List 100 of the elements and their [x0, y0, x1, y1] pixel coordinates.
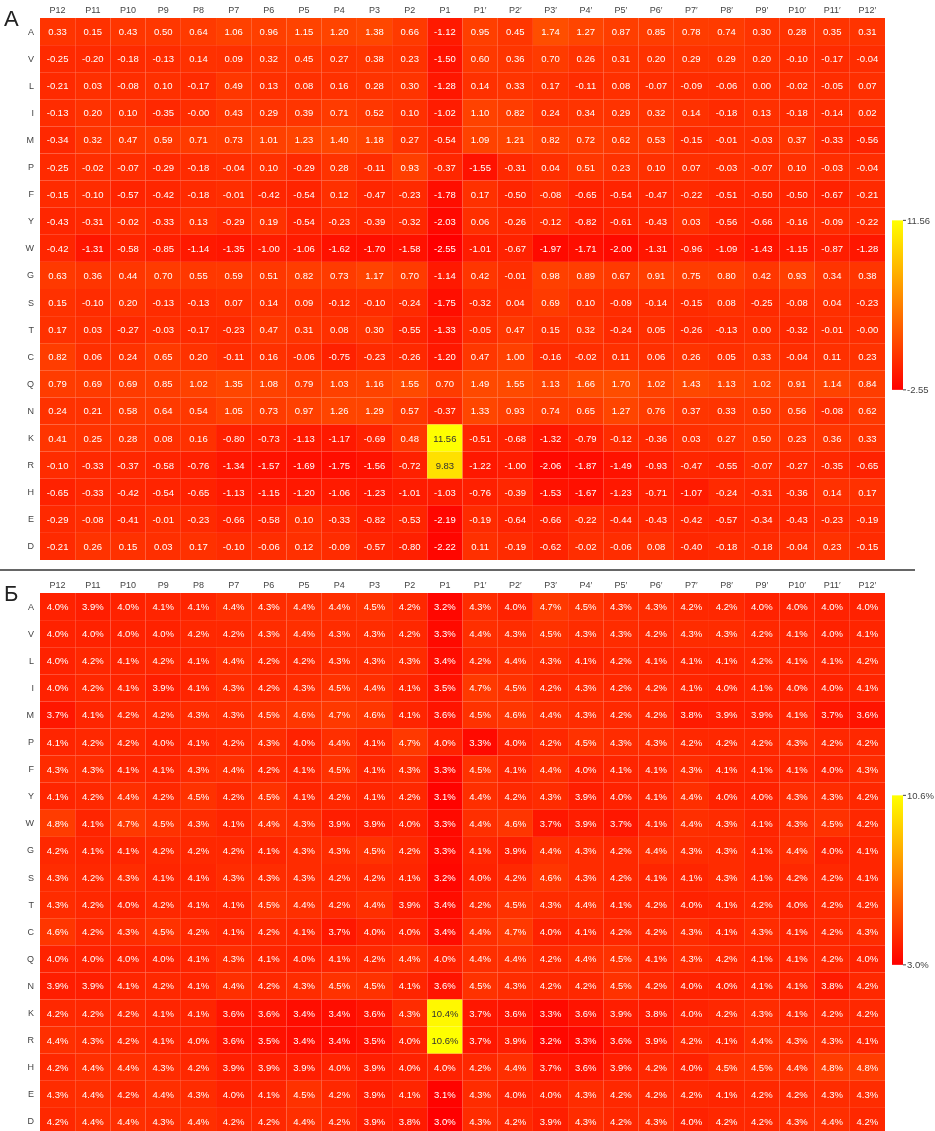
data-label: 0.50 — [752, 432, 772, 444]
data-label: 4.2% — [504, 790, 527, 802]
data-label: 4.3% — [750, 1007, 774, 1019]
chart-title: А — [4, 6, 19, 31]
data-label: 3.7% — [539, 1061, 562, 1073]
data-label: -0.47 — [645, 188, 667, 200]
data-label: 4.0% — [680, 1115, 703, 1127]
data-label: 1.02 — [646, 378, 666, 390]
data-label: 4.2% — [328, 899, 351, 911]
data-label: 4.3% — [293, 980, 316, 992]
data-label: 4.3% — [610, 736, 633, 748]
data-label: 0.91 — [646, 269, 666, 281]
data-label: 0.07 — [224, 297, 243, 309]
data-label: 3.8% — [821, 980, 844, 992]
data-label: 3.9% — [293, 1061, 316, 1073]
data-label: 4.2% — [117, 1088, 140, 1100]
data-label: 4.4% — [222, 980, 246, 992]
data-label: 4.3% — [469, 1088, 492, 1100]
data-label: 4.0% — [715, 980, 738, 992]
data-label: 4.1% — [293, 926, 316, 938]
data-label: 0.71 — [330, 107, 349, 119]
data-label: 4.2% — [81, 682, 105, 694]
data-label: 4.1% — [645, 953, 668, 965]
data-label: -0.03 — [715, 161, 738, 173]
data-label: 3.4% — [434, 655, 457, 667]
data-label: 0.28 — [787, 26, 807, 38]
data-label: -0.43 — [46, 215, 69, 227]
data-label: 4.0% — [539, 1088, 562, 1100]
data-label: 4.3% — [187, 817, 210, 829]
data-label: 3.3% — [469, 736, 492, 748]
y-tick-label: Q — [26, 378, 34, 389]
data-label: 4.1% — [328, 953, 351, 965]
data-label: 3.9% — [750, 709, 774, 721]
data-label: -1.31 — [645, 242, 667, 254]
data-label: 4.1% — [856, 872, 879, 884]
data-label: 4.2% — [187, 628, 210, 640]
data-label: 0.60 — [470, 53, 490, 65]
data-label: 0.75 — [682, 269, 701, 281]
data-label: 0.85 — [153, 378, 173, 390]
data-label: 3.7% — [821, 709, 844, 721]
data-label: 4.2% — [152, 709, 175, 721]
data-label: 4.1% — [117, 655, 140, 667]
data-label: -0.23 — [856, 297, 879, 309]
data-label: 0.69 — [118, 378, 138, 390]
data-label: 0.65 — [153, 351, 173, 363]
data-label: 0.32 — [646, 107, 666, 119]
data-label: -0.23 — [821, 513, 844, 525]
data-label: -0.29 — [293, 161, 315, 173]
data-label: 0.80 — [717, 269, 736, 281]
data-label: 0.08 — [153, 432, 173, 444]
data-label: 0.11 — [823, 351, 842, 363]
data-label: 0.72 — [576, 134, 595, 146]
data-label: -0.65 — [46, 486, 69, 498]
data-label: 4.2% — [81, 872, 105, 884]
data-label: 4.2% — [645, 980, 668, 992]
data-label: 4.0% — [152, 628, 175, 640]
data-label: 4.5% — [258, 790, 281, 802]
data-label: -0.54 — [152, 486, 175, 498]
data-label: 3.9% — [398, 899, 422, 911]
data-label: 4.3% — [258, 736, 281, 748]
data-label: 4.1% — [680, 655, 703, 667]
data-label: -0.01 — [152, 513, 175, 525]
data-label: 3.0% — [434, 1115, 457, 1127]
data-label: 0.32 — [259, 53, 279, 65]
data-label: 0.97 — [294, 405, 314, 417]
data-label: -0.42 — [152, 188, 175, 200]
data-label: 4.3% — [187, 763, 210, 775]
data-label: -2.55 — [434, 242, 456, 254]
data-label: 4.3% — [81, 763, 105, 775]
data-label: -0.11 — [364, 161, 385, 173]
data-label: 4.1% — [680, 872, 703, 884]
data-label: 1.13 — [717, 378, 736, 390]
data-label: 3.3% — [434, 844, 457, 856]
data-label: 4.1% — [645, 655, 668, 667]
data-label: -0.23 — [187, 513, 210, 525]
data-label: 4.7% — [398, 736, 422, 748]
y-tick-label: R — [27, 1035, 35, 1046]
data-label: 4.3% — [574, 682, 598, 694]
data-label: 0.05 — [717, 351, 736, 363]
data-label: 3.3% — [434, 763, 457, 775]
data-label: 4.4% — [187, 1115, 210, 1127]
data-label: 4.0% — [574, 763, 598, 775]
data-label: 0.62 — [858, 405, 877, 417]
data-label: 0.27 — [400, 134, 419, 146]
data-label: 4.2% — [539, 980, 562, 992]
data-label: -2.19 — [434, 513, 456, 525]
data-label: 1.15 — [294, 26, 314, 38]
data-label: 4.4% — [222, 601, 246, 613]
data-label: -0.02 — [574, 540, 597, 552]
x-tick-label: P10 — [120, 5, 137, 15]
y-tick-label: M — [26, 709, 34, 720]
data-label: 3.5% — [258, 1034, 281, 1046]
data-label: -0.64 — [504, 513, 527, 525]
data-label: 4.5% — [293, 1088, 316, 1100]
x-tick-label: P12′ — [858, 580, 877, 590]
data-label: 4.4% — [574, 899, 598, 911]
data-label: 4.2% — [222, 628, 246, 640]
y-tick-label: H — [27, 1062, 34, 1073]
data-label: 0.08 — [717, 297, 736, 309]
data-label: 1.21 — [506, 134, 525, 146]
